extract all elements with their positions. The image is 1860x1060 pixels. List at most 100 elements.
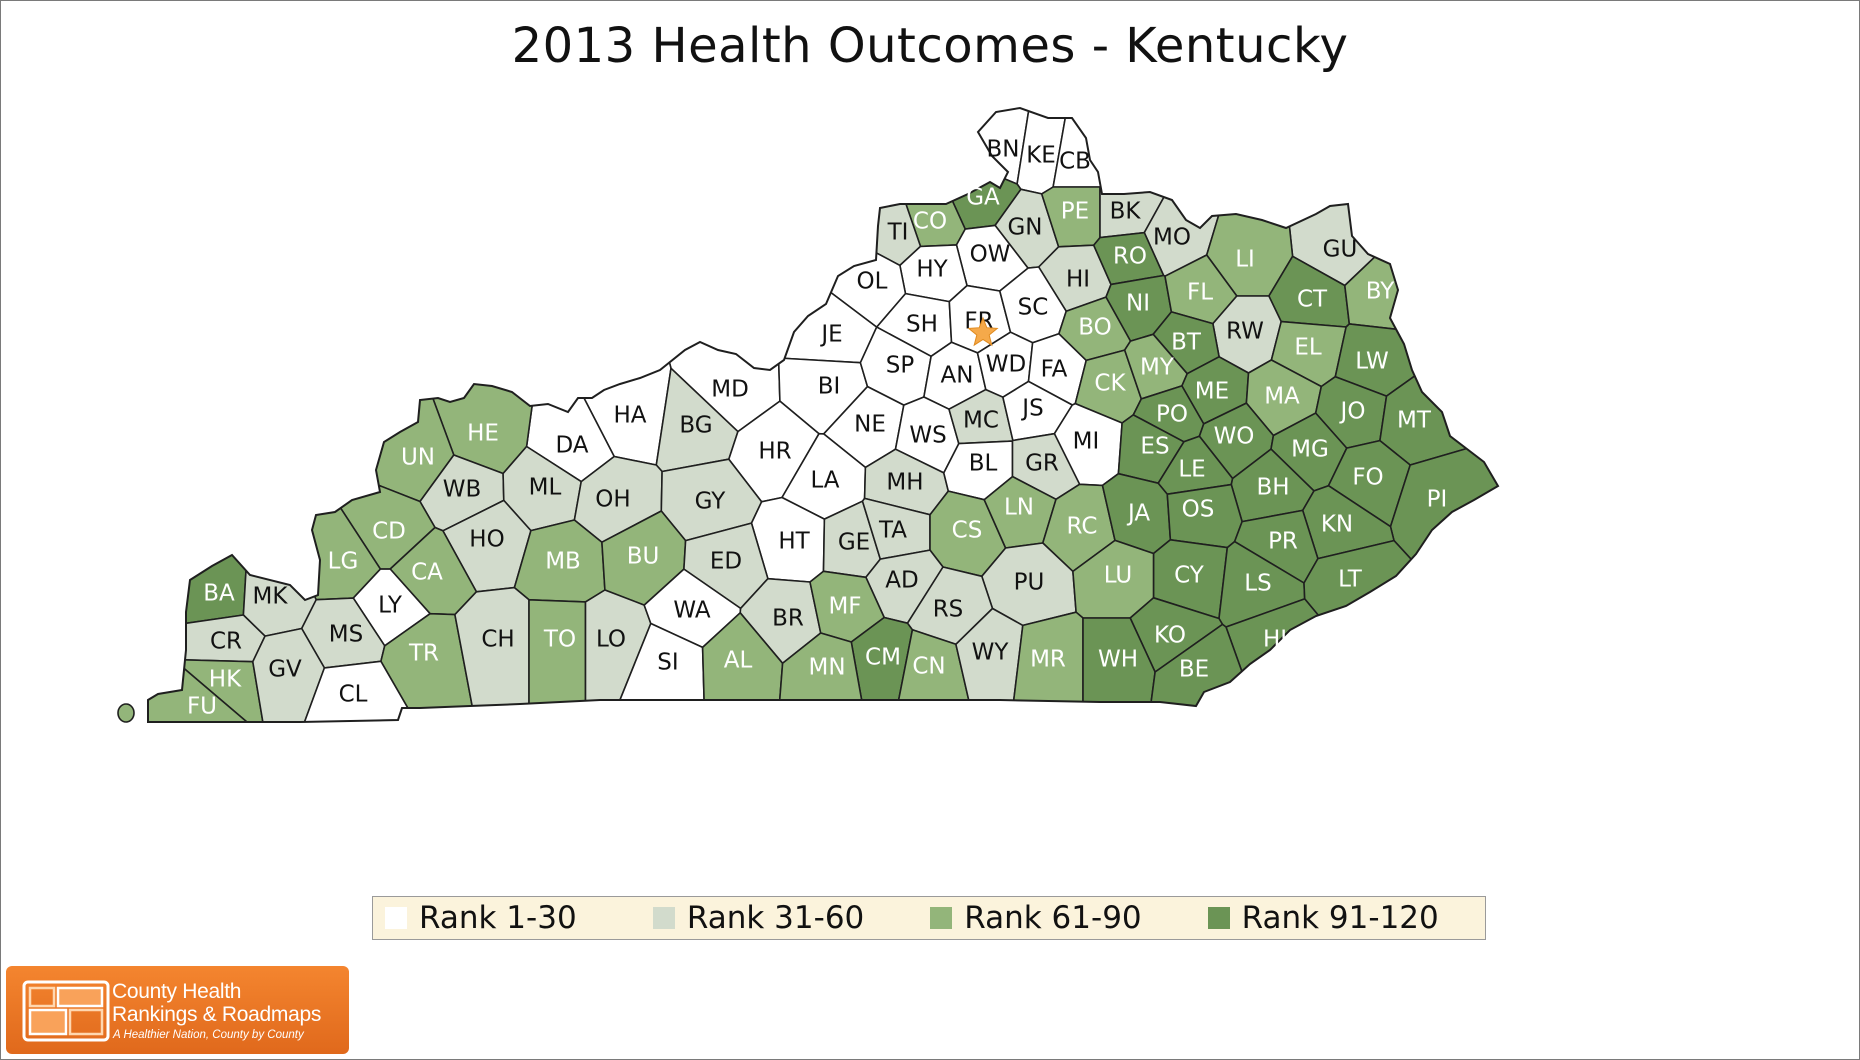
county-label: UN bbox=[401, 445, 435, 471]
county-label: CB bbox=[1059, 149, 1091, 175]
county-label: MF bbox=[828, 594, 861, 620]
county-label: LG bbox=[328, 549, 359, 575]
county-label: MC bbox=[963, 408, 999, 434]
county-label: KO bbox=[1154, 623, 1186, 649]
county-label: ME bbox=[1195, 379, 1229, 405]
county-label: PU bbox=[1014, 570, 1045, 596]
county-label: AL bbox=[724, 648, 753, 674]
county-mk bbox=[242, 465, 318, 637]
legend: Rank 1-30 Rank 31-60 Rank 61-90 Rank 91-… bbox=[372, 896, 1486, 940]
county-label: AN bbox=[941, 363, 974, 389]
state-capital-star-icon bbox=[967, 316, 999, 347]
county-label: LO bbox=[596, 627, 626, 653]
county-label: CS bbox=[952, 518, 983, 544]
county-label: BY bbox=[1366, 279, 1396, 305]
county-label: AD bbox=[885, 568, 918, 594]
county-label: CM bbox=[865, 645, 901, 671]
county-ol bbox=[643, 128, 907, 328]
county-label: OH bbox=[595, 487, 630, 513]
county-label: BT bbox=[1171, 330, 1202, 356]
county-label: TR bbox=[408, 641, 439, 667]
county-label: CA bbox=[411, 560, 443, 586]
county-label: NE bbox=[854, 412, 886, 438]
county-md bbox=[597, 108, 781, 433]
county-label: HO bbox=[469, 527, 504, 553]
county-label: KN bbox=[1321, 512, 1353, 538]
county-label: CN bbox=[912, 654, 945, 680]
county-label: GV bbox=[268, 657, 302, 683]
county-label: LU bbox=[1104, 563, 1133, 589]
state-outline bbox=[147, 106, 1500, 723]
legend-swatch bbox=[1207, 907, 1230, 929]
map-title: 2013 Health Outcomes - Kentucky bbox=[511, 18, 1349, 74]
county-label: CH bbox=[481, 627, 514, 653]
legend-swatch bbox=[652, 907, 675, 929]
county-label: HI bbox=[1066, 267, 1090, 293]
county-lt bbox=[1303, 539, 1498, 722]
county-pi bbox=[1389, 432, 1498, 679]
county-label: LS bbox=[1244, 571, 1271, 597]
county-label: FL bbox=[1187, 280, 1213, 306]
county-label: BI bbox=[818, 374, 841, 400]
legend-item: Rank 61-90 bbox=[930, 900, 1207, 936]
county-label: HR bbox=[758, 439, 791, 465]
county-label: MY bbox=[1140, 355, 1175, 381]
county-label: LY bbox=[378, 593, 403, 619]
county-label: GY bbox=[695, 489, 727, 515]
county-fu-island bbox=[117, 703, 135, 723]
legend-label: Rank 91-120 bbox=[1241, 900, 1439, 936]
county-label: RO bbox=[1113, 244, 1147, 270]
county-label: CO bbox=[913, 209, 947, 235]
county-gv bbox=[252, 627, 326, 722]
county-label: HK bbox=[209, 667, 242, 693]
county-label: WB bbox=[443, 477, 482, 503]
logo-mark-icon bbox=[22, 980, 110, 1042]
county-label: FA bbox=[1041, 357, 1068, 383]
county-label: MO bbox=[1153, 225, 1191, 251]
county-label: WO bbox=[1214, 424, 1255, 450]
county-label: BA bbox=[203, 581, 235, 607]
county-label: TO bbox=[543, 627, 576, 653]
county-label: BH bbox=[1256, 475, 1289, 501]
county-label: WH bbox=[1098, 647, 1138, 673]
county-label: CT bbox=[1297, 287, 1328, 313]
county-label: NI bbox=[1126, 291, 1150, 317]
county-label: SP bbox=[886, 353, 915, 379]
county-to bbox=[528, 598, 587, 722]
legend-swatch bbox=[385, 907, 407, 929]
county-label: WY bbox=[972, 640, 1010, 666]
county-label: TI bbox=[887, 220, 909, 246]
county-hl bbox=[1225, 598, 1424, 722]
county-label: CK bbox=[1094, 371, 1126, 397]
county-label: GU bbox=[1323, 237, 1358, 263]
county-label: RC bbox=[1067, 514, 1098, 540]
county-label: JE bbox=[819, 322, 842, 348]
county-label: CD bbox=[372, 519, 406, 545]
county-label: CL bbox=[339, 682, 368, 708]
county-ba bbox=[148, 205, 253, 636]
county-label: LI bbox=[1235, 247, 1255, 273]
county-ro bbox=[1092, 231, 1165, 286]
county-label: BN bbox=[987, 137, 1020, 163]
county-label: OS bbox=[1182, 497, 1215, 523]
county-label: LN bbox=[1004, 495, 1034, 521]
county-label: CY bbox=[1174, 563, 1205, 589]
county-label: OL bbox=[857, 269, 888, 295]
county-label: JO bbox=[1339, 399, 1366, 425]
county-label: BO bbox=[1078, 315, 1111, 341]
county-label: PO bbox=[1156, 402, 1188, 428]
county-label: PR bbox=[1268, 529, 1298, 555]
county-un bbox=[148, 108, 455, 503]
county-label: HT bbox=[778, 529, 810, 555]
county-label: RW bbox=[1226, 319, 1264, 345]
county-label: BE bbox=[1179, 657, 1209, 683]
county-label: BG bbox=[679, 413, 712, 439]
county-label: GE bbox=[838, 530, 870, 556]
county-label: OW bbox=[970, 242, 1011, 268]
county-label: SI bbox=[657, 650, 678, 676]
county-label: MI bbox=[1073, 429, 1100, 455]
county-label: ED bbox=[710, 549, 742, 575]
county-label: MB bbox=[545, 549, 581, 575]
county-label: HY bbox=[916, 257, 948, 283]
county-label: LT bbox=[1338, 567, 1363, 593]
